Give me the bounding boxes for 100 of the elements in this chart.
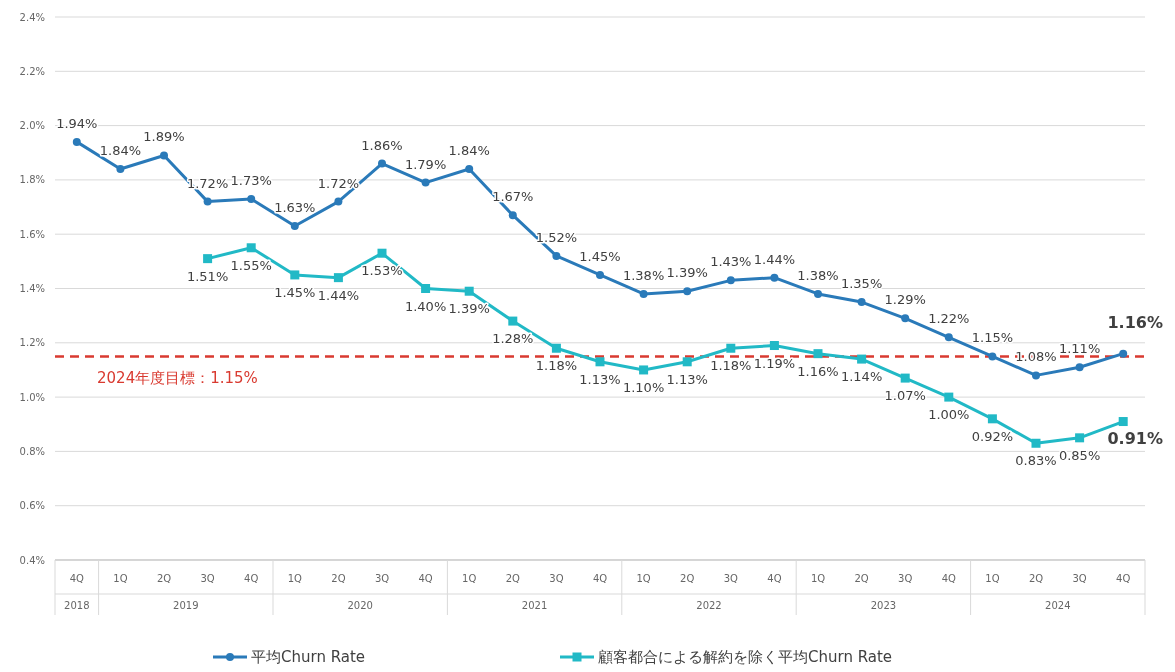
x-tick-label: 1Q xyxy=(287,573,303,584)
point xyxy=(464,286,474,296)
y-tick-label: 1.6% xyxy=(19,228,45,240)
point xyxy=(944,392,954,402)
data-label: 1.28% xyxy=(492,331,534,347)
data-label: 1.13% xyxy=(579,371,621,387)
text: 2019 xyxy=(173,600,199,611)
data-label: 0.85% xyxy=(1058,447,1101,463)
data-label: 1.39% xyxy=(666,265,708,281)
x-tick-label: 1Q xyxy=(985,573,1000,584)
x-tick-label: 3Q xyxy=(200,573,215,584)
data-label: 1.40% xyxy=(404,298,447,314)
point xyxy=(944,333,953,342)
x-tick-label: 1Q xyxy=(113,573,128,584)
data-label: 1.18% xyxy=(535,358,578,374)
point xyxy=(378,159,386,168)
ref-line-label: 2024年度目標：1.15% xyxy=(97,369,258,388)
point xyxy=(901,314,910,323)
data-label: 1.19% xyxy=(753,355,796,371)
point xyxy=(552,251,561,260)
data-label: 1.45% xyxy=(274,284,316,300)
point xyxy=(726,343,736,353)
x-tick-label: 1Q xyxy=(636,573,651,584)
y-tick-label: 1.8% xyxy=(19,174,45,186)
point xyxy=(683,287,692,296)
data-label: 1.89% xyxy=(143,129,185,145)
y-tick-label: 0.8% xyxy=(19,445,45,457)
data-label: 1.72% xyxy=(317,175,360,191)
data-label: 1.84% xyxy=(448,143,490,159)
data-label: 1.29% xyxy=(884,292,926,308)
data-label: 1.10% xyxy=(622,379,665,395)
x-tick-label: 2Q xyxy=(505,573,521,584)
point xyxy=(116,165,125,174)
point xyxy=(246,243,256,253)
x-tick-label: 3Q xyxy=(1072,573,1087,584)
point xyxy=(726,276,735,285)
data-label: 1.43% xyxy=(710,254,752,270)
point xyxy=(900,373,910,383)
point xyxy=(596,270,604,279)
data-label: 0.83% xyxy=(1015,453,1057,469)
data-label: 1.52% xyxy=(535,229,578,245)
point xyxy=(290,222,299,231)
data-label: 1.00% xyxy=(928,407,970,423)
text: 2023 xyxy=(870,600,897,611)
x-tick-label: 3Q xyxy=(549,573,564,584)
point xyxy=(639,289,648,298)
point xyxy=(290,270,300,280)
y-tick-label: 0.6% xyxy=(19,500,45,512)
point xyxy=(770,273,779,282)
point xyxy=(988,352,997,361)
point xyxy=(1075,363,1084,372)
data-label: 1.53% xyxy=(361,263,403,279)
point xyxy=(551,343,561,353)
data-label: 1.13% xyxy=(666,371,708,387)
point xyxy=(203,254,213,264)
point xyxy=(1119,349,1128,358)
data-label: 1.35% xyxy=(840,276,883,292)
x-tick-label: 3Q xyxy=(898,573,913,584)
point xyxy=(639,365,649,375)
point xyxy=(1118,417,1128,427)
legend-label: 顧客都合による解約を除く平均Churn Rate xyxy=(598,648,893,666)
x-tick-label: 2Q xyxy=(854,573,869,584)
data-label: 1.44% xyxy=(317,287,360,303)
data-label: 1.39% xyxy=(448,301,490,317)
point xyxy=(72,137,81,146)
data-label: 1.38% xyxy=(622,267,665,283)
x-tick-label: 4Q xyxy=(69,573,85,584)
data-label: 1.38% xyxy=(797,267,839,283)
point xyxy=(465,165,474,174)
x-tick-label: 2Q xyxy=(680,573,695,584)
data-label: 1.16% xyxy=(1107,312,1163,332)
y-tick-label: 2.2% xyxy=(19,65,45,77)
x-tick-label: 1Q xyxy=(462,573,477,584)
y-tick-label: 2.0% xyxy=(19,120,45,132)
point xyxy=(203,197,212,206)
x-tick-label: 4Q xyxy=(592,573,608,584)
data-label: 1.63% xyxy=(274,200,316,216)
point xyxy=(595,357,605,367)
data-label: 1.55% xyxy=(230,257,272,273)
point xyxy=(333,273,343,283)
point xyxy=(769,341,779,351)
point xyxy=(508,211,517,220)
point xyxy=(247,194,256,203)
y-tick-label: 1.2% xyxy=(19,337,45,349)
data-label: 0.91% xyxy=(1107,428,1163,448)
data-label: 1.16% xyxy=(797,363,839,379)
y-tick-label: 1.4% xyxy=(19,283,45,294)
data-label: 1.44% xyxy=(753,251,796,267)
point xyxy=(1075,433,1085,443)
data-label: 1.15% xyxy=(971,330,1014,346)
y-tick-label: 2.4% xyxy=(19,11,45,23)
x-tick-label: 2Q xyxy=(331,573,346,584)
x-tick-label: 4Q xyxy=(418,573,433,584)
point xyxy=(421,284,431,293)
point xyxy=(1031,438,1041,448)
point xyxy=(421,178,430,187)
point xyxy=(814,289,822,298)
text: 2020 xyxy=(347,600,373,611)
point xyxy=(334,197,343,206)
x-tick-label: 4Q xyxy=(1116,573,1131,584)
